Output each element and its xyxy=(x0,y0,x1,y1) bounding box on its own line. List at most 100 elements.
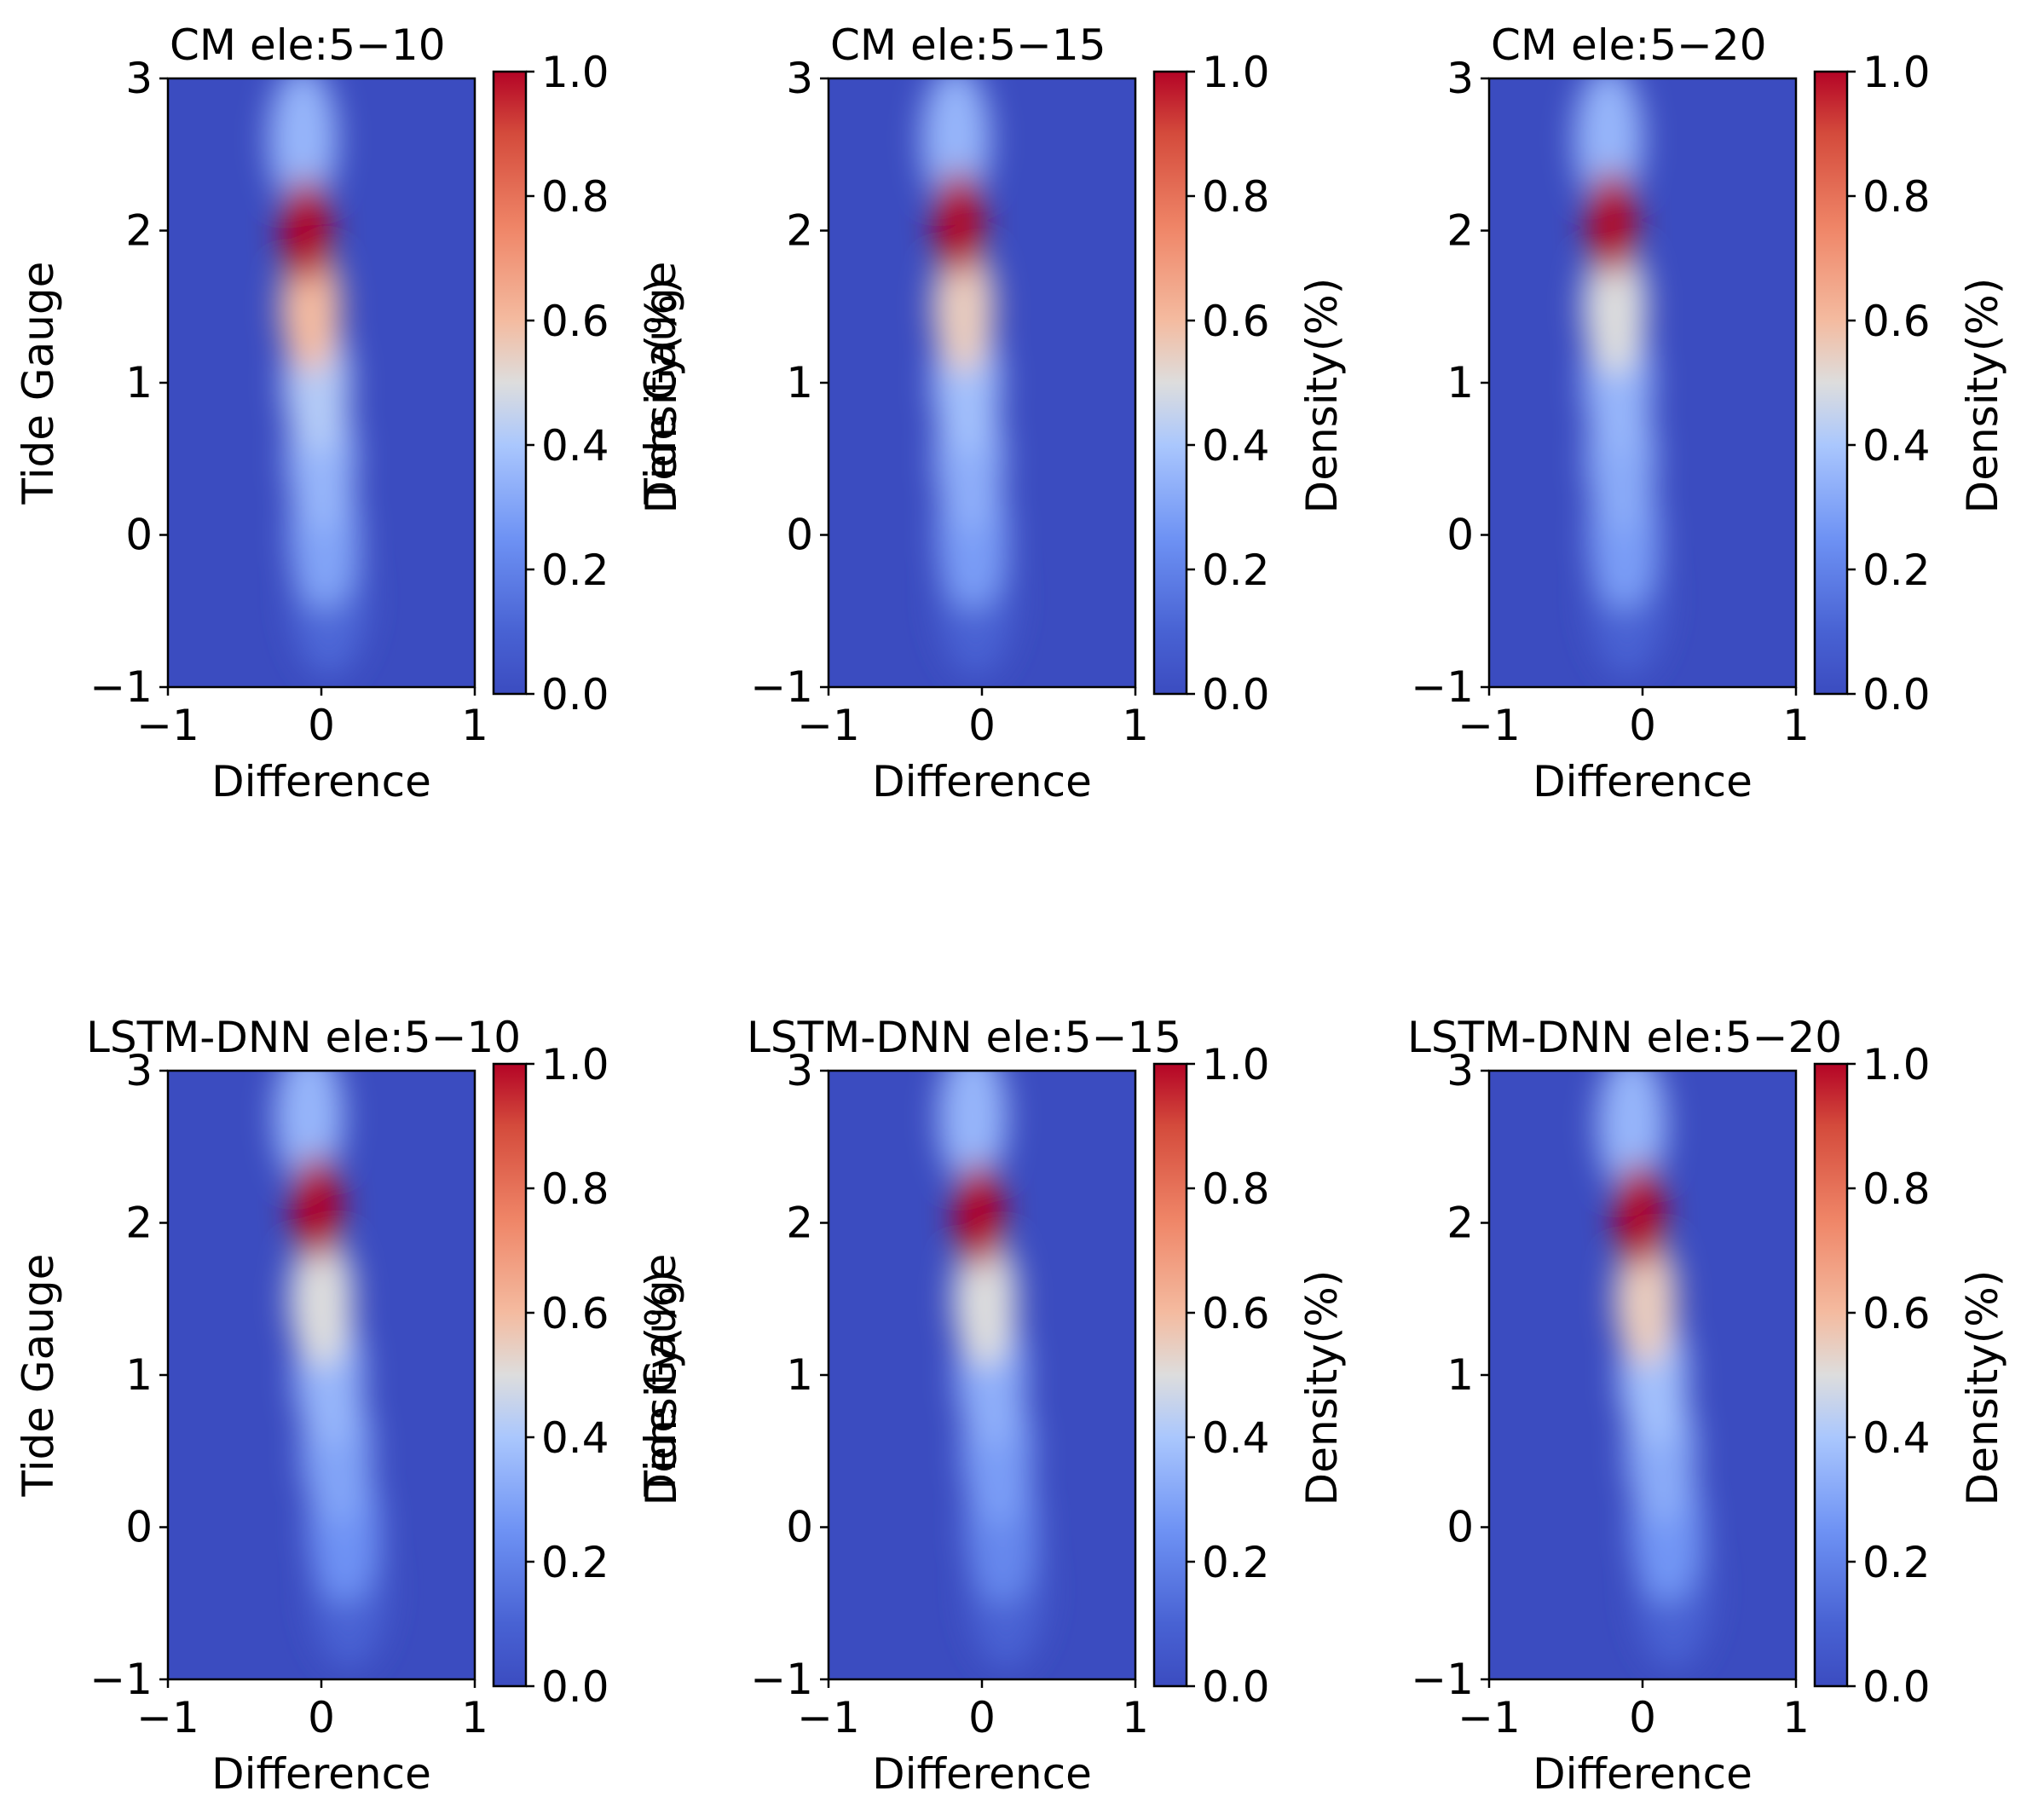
heatmap-panel-2: −1 0 1 −1 0 1 2 3 CM ele:5−15 Difference Tide Gaug… xyxy=(636,20,1347,806)
y-tick-label: 3 xyxy=(786,1046,813,1095)
y-tick-label: 3 xyxy=(125,54,153,103)
x-tick-label: 1 xyxy=(461,701,488,750)
density-field xyxy=(274,1071,388,1669)
colorbar-tick-label: 1.0 xyxy=(1202,48,1270,97)
colorbar-label: Density(%) xyxy=(1297,1270,1347,1506)
x-tick-label: −1 xyxy=(136,701,199,750)
x-axis-label: Difference xyxy=(1533,1749,1752,1799)
panel-title: LSTM-DNN ele:5−20 xyxy=(1407,1013,1842,1062)
y-tick-label: −1 xyxy=(90,1655,153,1704)
y-axis-label: Tide Gauge xyxy=(636,1254,685,1498)
y-tick-label: 0 xyxy=(1446,1503,1474,1552)
y-tick-label: 3 xyxy=(786,54,813,103)
x-tick-label: 1 xyxy=(461,1693,488,1742)
y-tick-label: −1 xyxy=(750,1655,813,1704)
y-tick-label: 1 xyxy=(786,1350,813,1400)
x-axis-label: Difference xyxy=(1533,757,1752,806)
colorbar-tick-label: 0.8 xyxy=(1862,172,1931,222)
density-field xyxy=(938,1071,1045,1669)
y-tick-label: 2 xyxy=(125,1199,153,1248)
x-tick-label: −1 xyxy=(1458,1693,1521,1742)
x-tick-label: 0 xyxy=(1629,1693,1656,1742)
colorbar-tick-label: 0.4 xyxy=(1862,1413,1931,1463)
colorbar-tick-label: 0.6 xyxy=(1202,297,1270,346)
colorbar-tick-label: 0.4 xyxy=(1202,1413,1270,1463)
x-axis-label: Difference xyxy=(872,1749,1092,1799)
heatmap-panel-1: −1 0 1 −1 0 1 2 3 CM ele:5−10 Difference Tide Gaug… xyxy=(14,20,686,806)
colorbar-tick-label: 1.0 xyxy=(1202,1040,1270,1089)
density-blob xyxy=(921,78,990,213)
colorbar-tick-label: 0.6 xyxy=(541,297,609,346)
colorbar-tick-label: 0.2 xyxy=(1862,546,1931,595)
panel-title: CM ele:5−15 xyxy=(830,20,1106,70)
density-field xyxy=(1573,78,1666,677)
density-peak xyxy=(948,180,970,266)
density-field xyxy=(1597,1071,1712,1669)
y-tick-label: −1 xyxy=(1411,662,1474,712)
x-tick-label: 1 xyxy=(1782,701,1810,750)
colorbar xyxy=(1152,1062,1188,1688)
x-tick-label: 1 xyxy=(1782,1693,1810,1742)
colorbar-tick-label: 0.6 xyxy=(541,1289,609,1338)
colorbar-tick-label: 0.2 xyxy=(1202,1538,1270,1587)
density-peak xyxy=(967,1172,990,1258)
density-blob xyxy=(952,1230,1018,1368)
colorbar-tick-label: 1.0 xyxy=(1862,1040,1931,1089)
x-axis-label: Difference xyxy=(211,757,431,806)
colorbar-tick-label: 0.8 xyxy=(1202,1164,1270,1214)
y-axis-label: Tide Gauge xyxy=(14,262,63,506)
colorbar-tick-label: 0.4 xyxy=(1202,421,1270,471)
colorbar-label: Density(%) xyxy=(1297,278,1347,514)
colorbar xyxy=(1813,1062,1849,1688)
y-tick-label: 2 xyxy=(786,1199,813,1248)
x-tick-label: 0 xyxy=(308,701,335,750)
colorbar-tick-label: 0.0 xyxy=(1202,1662,1270,1712)
y-tick-label: −1 xyxy=(750,662,813,712)
colorbar-tick-label: 1.0 xyxy=(541,1040,609,1089)
y-tick-label: 3 xyxy=(125,1046,153,1095)
colorbar-tick-label: 0.6 xyxy=(1862,297,1931,346)
y-tick-label: 0 xyxy=(786,1503,813,1552)
x-tick-label: −1 xyxy=(797,1693,860,1742)
heatmap-panel-3: −1 0 1 −1 0 1 2 3 CM ele:5−20 Difference 0.0 0.2 0.4… xyxy=(1411,20,2007,806)
x-tick-label: 0 xyxy=(968,1693,996,1742)
y-tick-label: 1 xyxy=(786,358,813,407)
colorbar-tick-label: 0.4 xyxy=(1862,421,1931,471)
colorbar-tick-label: 0.8 xyxy=(1202,172,1270,222)
density-blob xyxy=(1614,1232,1677,1366)
colorbar-tick-label: 0.2 xyxy=(541,546,609,595)
colorbar-tick-label: 1.0 xyxy=(1862,48,1931,97)
colorbar-tick-label: 0.0 xyxy=(1862,1662,1931,1712)
colorbar xyxy=(492,70,528,696)
y-tick-label: 2 xyxy=(125,206,153,256)
density-field xyxy=(921,78,1014,677)
density-blob xyxy=(938,1071,1008,1190)
y-tick-label: 1 xyxy=(1446,358,1474,407)
colorbar-label: Density(%) xyxy=(637,278,686,514)
y-tick-label: 2 xyxy=(1446,1199,1474,1248)
y-tick-label: 2 xyxy=(786,206,813,256)
y-tick-label: 2 xyxy=(1446,206,1474,256)
density-blob xyxy=(268,78,338,213)
colorbar xyxy=(492,1062,528,1688)
y-tick-label: 1 xyxy=(125,358,153,407)
density-peak xyxy=(306,1164,328,1251)
colorbar-tick-label: 0.8 xyxy=(541,1164,609,1214)
density-blob xyxy=(289,1230,354,1368)
colorbar-tick-label: 0.2 xyxy=(1202,546,1270,595)
colorbar-tick-label: 0.2 xyxy=(1862,1538,1931,1587)
x-axis-label: Difference xyxy=(211,1749,431,1799)
x-tick-label: −1 xyxy=(1458,701,1521,750)
y-tick-label: 0 xyxy=(125,511,153,560)
y-tick-label: 3 xyxy=(1446,1046,1474,1095)
x-tick-label: 1 xyxy=(1122,701,1149,750)
colorbar-tick-label: 0.4 xyxy=(541,1413,609,1463)
colorbar-tick-label: 1.0 xyxy=(541,48,609,97)
x-tick-label: 1 xyxy=(1122,1693,1149,1742)
density-field xyxy=(268,78,367,676)
y-tick-label: 3 xyxy=(1446,54,1474,103)
density-peak xyxy=(295,188,317,274)
x-tick-label: 0 xyxy=(308,1693,335,1742)
